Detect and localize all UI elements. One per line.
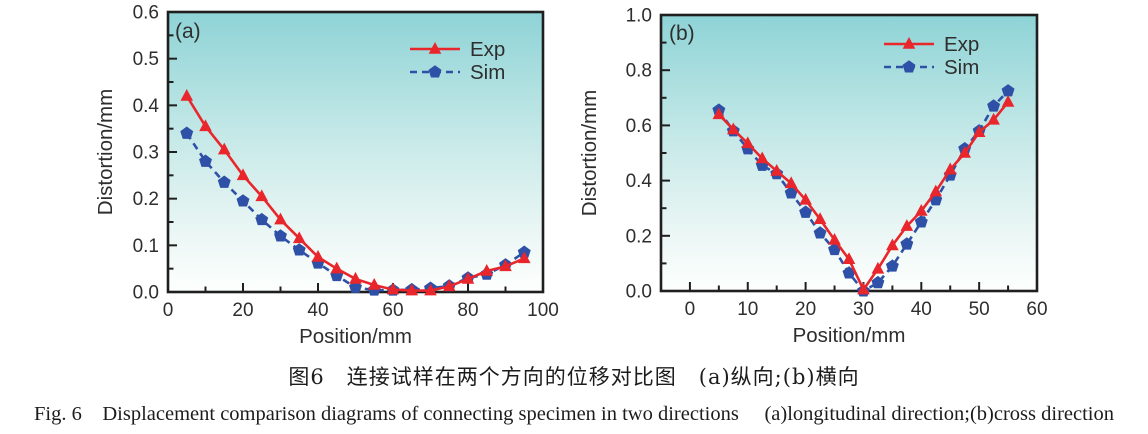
x-tick-label: 80	[457, 300, 478, 321]
y-tick-label: 0.2	[626, 226, 652, 247]
x-tick-label: 20	[795, 299, 816, 320]
series-exp	[712, 94, 1015, 295]
series-exp	[180, 89, 531, 296]
x-tick-label: 60	[1026, 299, 1047, 320]
y-tick-label: 0.1	[133, 236, 159, 257]
panel-label: (b)	[669, 22, 695, 45]
legend-label: Sim	[944, 56, 979, 79]
legend-item-sim: Sim	[884, 56, 979, 79]
y-axis-title: Distortion/mm	[578, 90, 601, 216]
caption-chinese: 图6 连接试样在两个方向的位移对比图 (a)纵向;(b)横向	[288, 365, 860, 389]
y-tick-label: 0.4	[133, 96, 160, 117]
y-tick-label: 0.6	[133, 3, 159, 24]
legend-item-exp: Exp	[410, 38, 505, 61]
legend-label: Exp	[944, 33, 979, 56]
x-tick-label: 100	[527, 300, 559, 321]
x-tick-label: 10	[737, 299, 758, 320]
legend-label: Exp	[470, 38, 505, 61]
axis-labels: 0.0 0.1 0.2 0.3 0.4 0.5 0.6 0 20 40 60 80 100 Positio…	[94, 3, 559, 349]
chart-panel-a: 0.0 0.1 0.2 0.3 0.4 0.5 0.6 0 20 40 60 80 100 Positio…	[94, 3, 559, 349]
legend-label: Sim	[470, 61, 505, 84]
plot-area	[661, 15, 1037, 291]
x-tick-label: 40	[911, 299, 932, 320]
x-tick-label: 40	[307, 300, 328, 321]
x-tick-label: 60	[382, 300, 403, 321]
y-tick-label: 1.0	[626, 6, 652, 27]
caption-english: Fig. 6 Displacement comparison diagrams …	[34, 403, 1114, 425]
axis-labels: 0.0 0.2 0.4 0.6 0.8 1.0 0 10 20 30 40 50 60 Position/…	[578, 6, 1048, 348]
x-tick-label: 50	[969, 299, 990, 320]
chart-panel-b: 0.0 0.2 0.4 0.6 0.8 1.0 0 10 20 30 40 50 60 Position/…	[578, 6, 1048, 348]
y-tick-label: 0.4	[626, 171, 653, 192]
x-tick-label: 20	[232, 300, 253, 321]
legend-item-exp: Exp	[884, 33, 979, 56]
y-tick-label: 0.6	[626, 116, 652, 137]
x-tick-label: 30	[853, 299, 874, 320]
y-tick-label: 0.2	[133, 189, 159, 210]
y-tick-label: 0.0	[133, 283, 159, 304]
panel-label: (a)	[175, 20, 201, 43]
y-tick-label: 0.8	[626, 61, 652, 82]
x-tick-label: 0	[685, 299, 696, 320]
x-axis-title: Position/mm	[299, 325, 412, 348]
plot-area	[168, 12, 543, 292]
y-axis-title: Distortion/mm	[94, 89, 117, 215]
x-tick-label: 0	[163, 300, 174, 321]
y-tick-label: 0.0	[626, 282, 652, 303]
y-tick-label: 0.3	[133, 143, 159, 164]
y-tick-label: 0.5	[133, 49, 159, 70]
legend-item-sim: Sim	[410, 61, 505, 84]
x-axis-title: Position/mm	[793, 324, 906, 347]
